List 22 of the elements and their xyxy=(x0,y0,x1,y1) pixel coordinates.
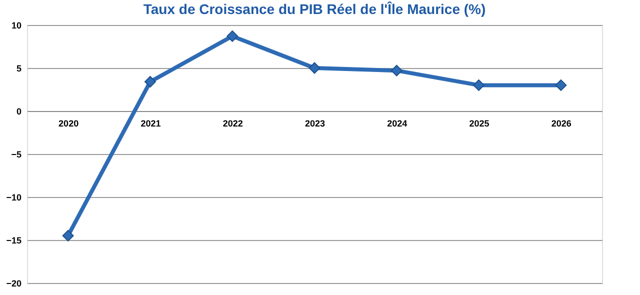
point xyxy=(390,64,402,76)
y-tick-label: 0 xyxy=(16,106,22,116)
x-tick-label: 2023 xyxy=(304,118,326,128)
y-tick-label: −15 xyxy=(6,236,22,246)
y-tick-label: −20 xyxy=(6,278,22,288)
point xyxy=(555,79,567,91)
x-tick-label: 2020 xyxy=(58,118,79,128)
x-tick-label: 2025 xyxy=(469,118,490,128)
y-tick-label: 5 xyxy=(16,64,22,74)
y-tick-label: −5 xyxy=(11,150,22,160)
point xyxy=(226,30,238,42)
x-tick-label: 2021 xyxy=(140,118,161,128)
x-tick-label: 2022 xyxy=(222,118,243,128)
point xyxy=(144,76,156,88)
point xyxy=(473,79,485,91)
y-tick-label: −10 xyxy=(6,192,22,202)
chart-title: Taux de Croissance du PIB Réel de l'Île Maurice (%) xyxy=(143,1,486,17)
point xyxy=(308,62,320,74)
point xyxy=(62,230,74,242)
x-tick-label: 2024 xyxy=(387,118,408,128)
x-tick-label: 2026 xyxy=(551,118,572,128)
y-tick-label: 10 xyxy=(11,20,22,30)
